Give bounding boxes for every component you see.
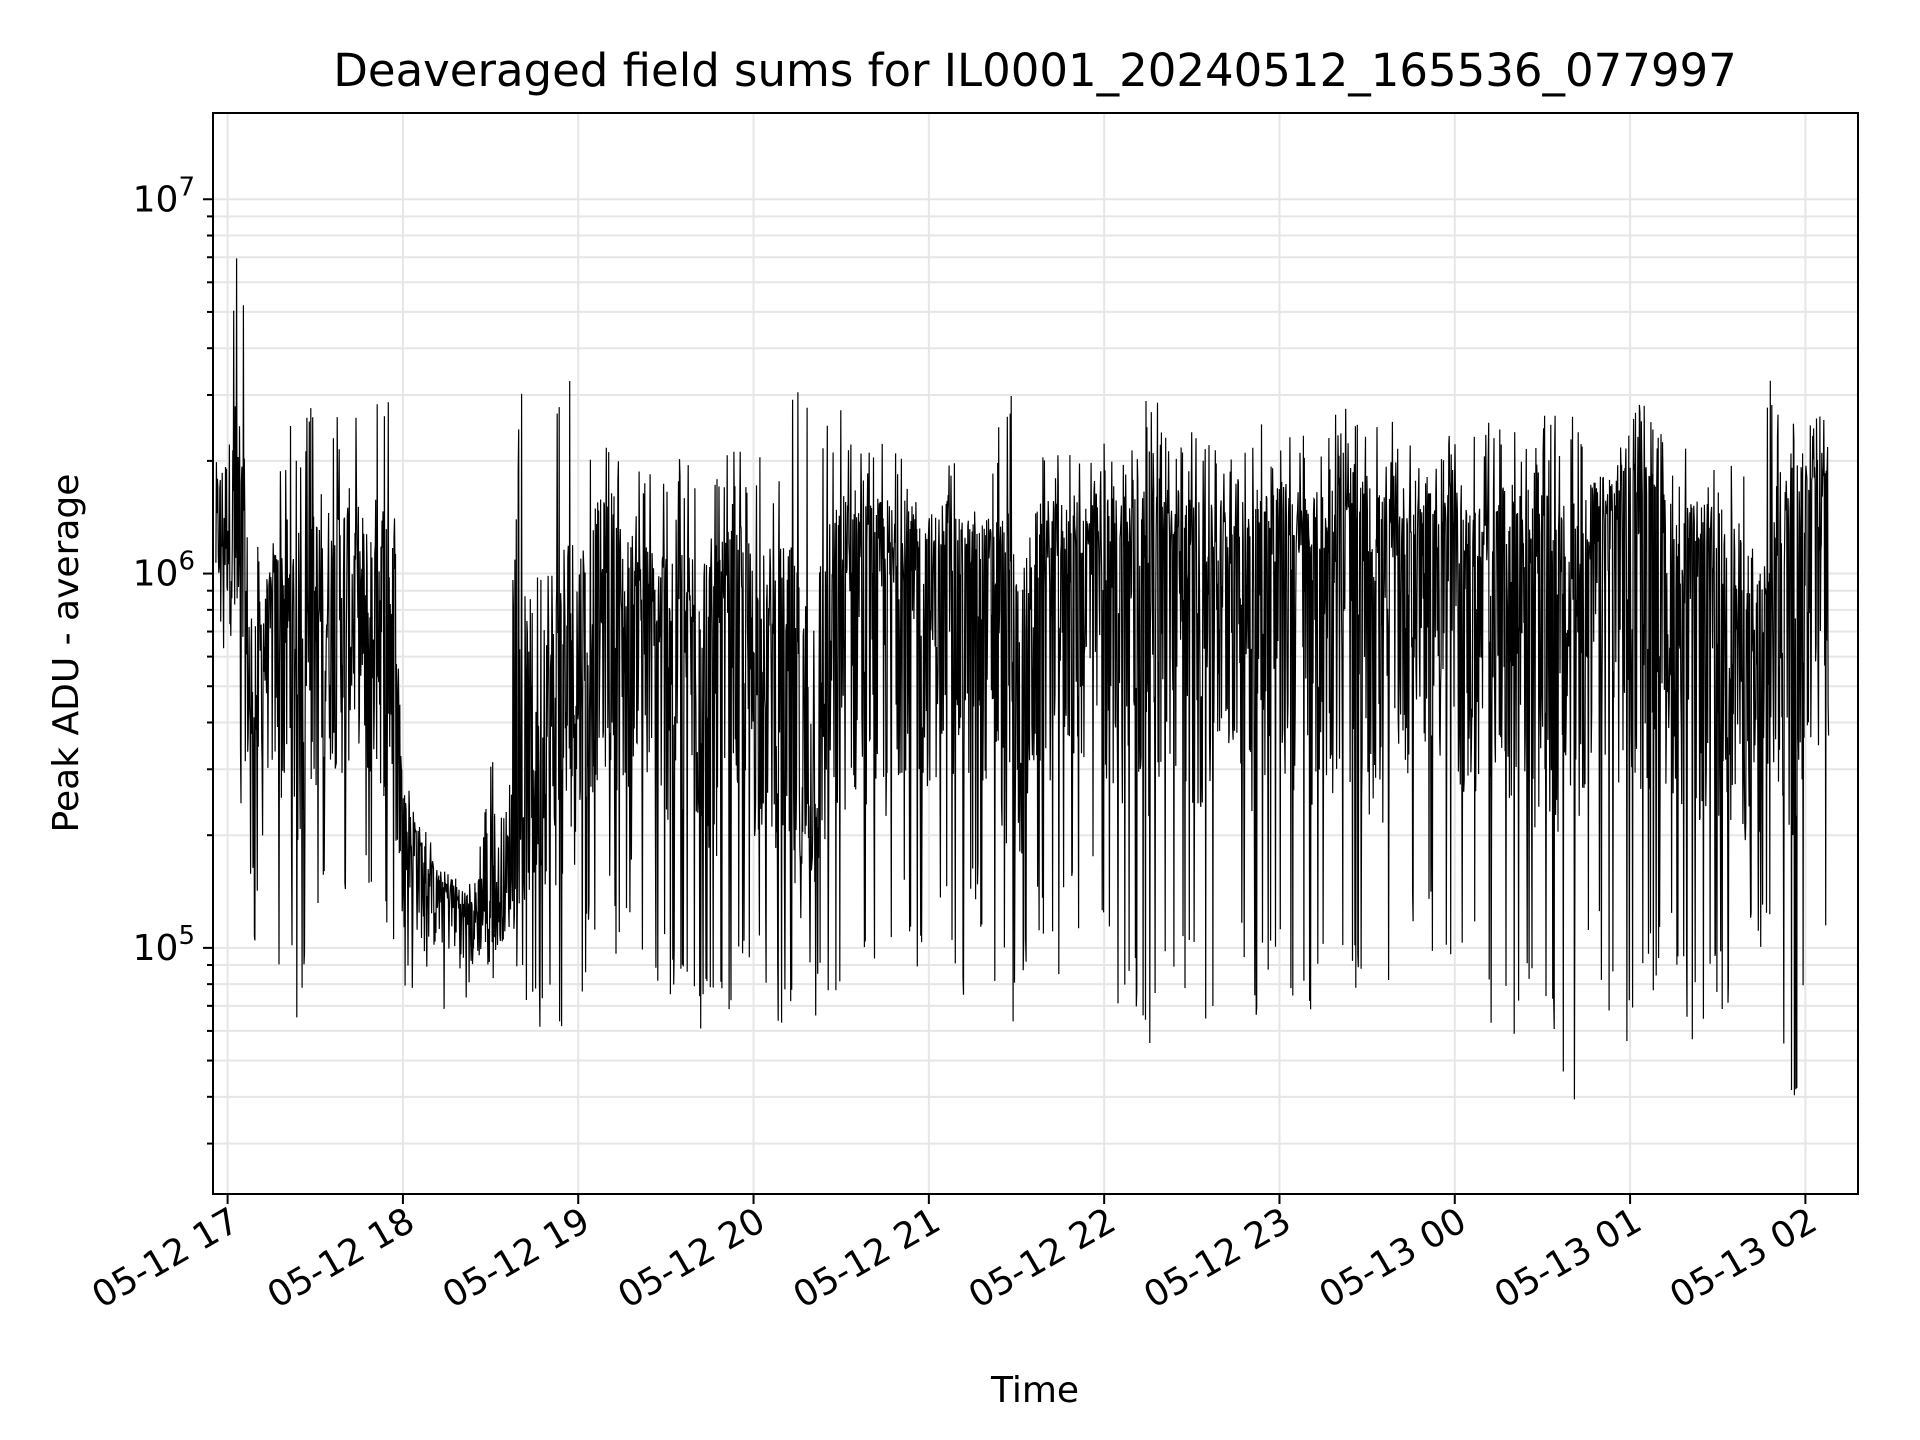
series-layer bbox=[215, 258, 1830, 1100]
x-axis-label: Time bbox=[990, 1370, 1079, 1411]
y-tick-label: 105 bbox=[133, 921, 195, 969]
chart-title: Deaveraged field sums for IL0001_2024051… bbox=[333, 44, 1737, 97]
series-line bbox=[215, 258, 1830, 1100]
y-tick-label: 106 bbox=[133, 547, 195, 595]
plot-frame bbox=[212, 112, 1859, 1195]
plot-area bbox=[215, 258, 1830, 1100]
y-axis-label: Peak ADU - average bbox=[46, 474, 87, 833]
y-tick-label: 107 bbox=[133, 172, 195, 220]
